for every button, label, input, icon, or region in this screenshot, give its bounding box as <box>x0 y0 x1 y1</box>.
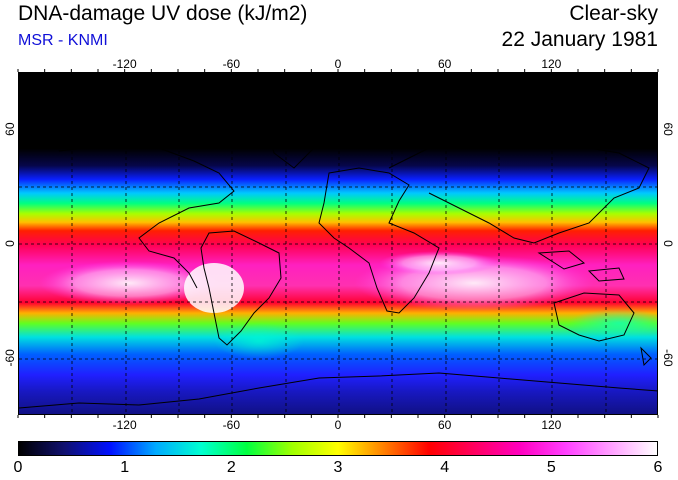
colorbar-label: 2 <box>226 459 236 476</box>
lon-tick-label-top: 60 <box>438 57 452 71</box>
colorbar-label: 4 <box>440 459 450 476</box>
lon-tick-label-bottom: -60 <box>223 418 241 432</box>
lon-tick-label-top: 0 <box>335 57 342 71</box>
lon-tick-label-bottom: -120 <box>113 418 137 432</box>
credit-text: MSR - KNMI <box>18 32 108 49</box>
lat-tick-label-left: -60 <box>3 349 17 367</box>
uv-dose-map <box>18 72 658 415</box>
sky-condition: Clear-sky <box>569 2 658 25</box>
colorbar-label: 6 <box>653 459 663 476</box>
lon-tick-label-top: -120 <box>113 57 137 71</box>
colorbar-label: 0 <box>13 459 23 476</box>
map-date: 22 January 1981 <box>501 28 658 51</box>
colorbar-label: 1 <box>120 459 130 476</box>
lon-tick-label-bottom: 120 <box>541 418 561 432</box>
colorbar <box>18 441 658 456</box>
lat-tick-label-right: 0 <box>661 240 675 247</box>
lat-tick-label-right: 60 <box>661 122 675 136</box>
uv-dose-field <box>19 73 657 414</box>
coastlines <box>19 107 657 409</box>
lat-tick-label-left: 60 <box>3 122 17 136</box>
graticule <box>19 73 657 414</box>
lon-tick-label-bottom: 60 <box>438 418 452 432</box>
map-title: DNA-damage UV dose (kJ/m2) <box>18 2 308 25</box>
colorbar-label: 5 <box>546 459 556 476</box>
lat-tick-label-right: -60 <box>661 349 675 367</box>
lat-tick-label-left: 0 <box>3 240 17 247</box>
colorbar-label: 3 <box>333 459 343 476</box>
lon-tick-label-top: 120 <box>541 57 561 71</box>
lon-tick-label-top: -60 <box>223 57 241 71</box>
lon-tick-label-bottom: 0 <box>335 418 342 432</box>
